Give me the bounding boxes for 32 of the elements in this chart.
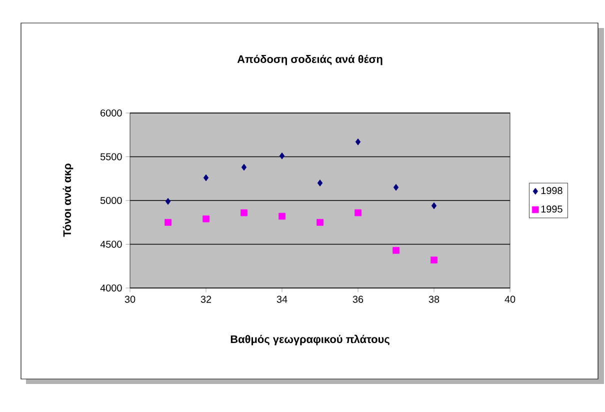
point (430, 256, 438, 264)
point (241, 164, 247, 171)
point (392, 246, 400, 254)
point (317, 180, 323, 186)
y-tick-label: 4000 (100, 284, 122, 292)
point (240, 209, 248, 216)
point (355, 138, 361, 146)
y-tick-label: 6000 (100, 109, 122, 117)
chart-title: Απόδοση σοδειάς ανά θέση (237, 54, 382, 66)
x-tick-label: 38 (428, 296, 440, 303)
point (202, 215, 210, 222)
x-tick-label: 32 (200, 296, 212, 303)
y-tick-label: 4500 (100, 240, 122, 248)
x-tick-label: 30 (124, 296, 136, 303)
point (393, 184, 399, 191)
point (279, 152, 285, 160)
point (354, 209, 362, 216)
legend-label: 1998 (541, 187, 562, 194)
y-axis-title: Τόνοι ανά ακρ (62, 164, 74, 237)
x-tick-label: 34 (276, 296, 288, 303)
x-tick-label: 40 (504, 296, 516, 303)
point (431, 202, 437, 210)
x-axis-title: Βαθμός γεωγραφικού πλάτους (230, 334, 390, 346)
point (278, 212, 286, 220)
y-tick-label: 5000 (100, 196, 122, 204)
point (165, 198, 171, 205)
y-tick-label: 5500 (100, 153, 122, 160)
point (164, 218, 172, 226)
point (316, 218, 324, 226)
x-tick-label: 36 (352, 296, 364, 303)
point (203, 174, 209, 182)
legend-label: 1995 (541, 205, 562, 213)
